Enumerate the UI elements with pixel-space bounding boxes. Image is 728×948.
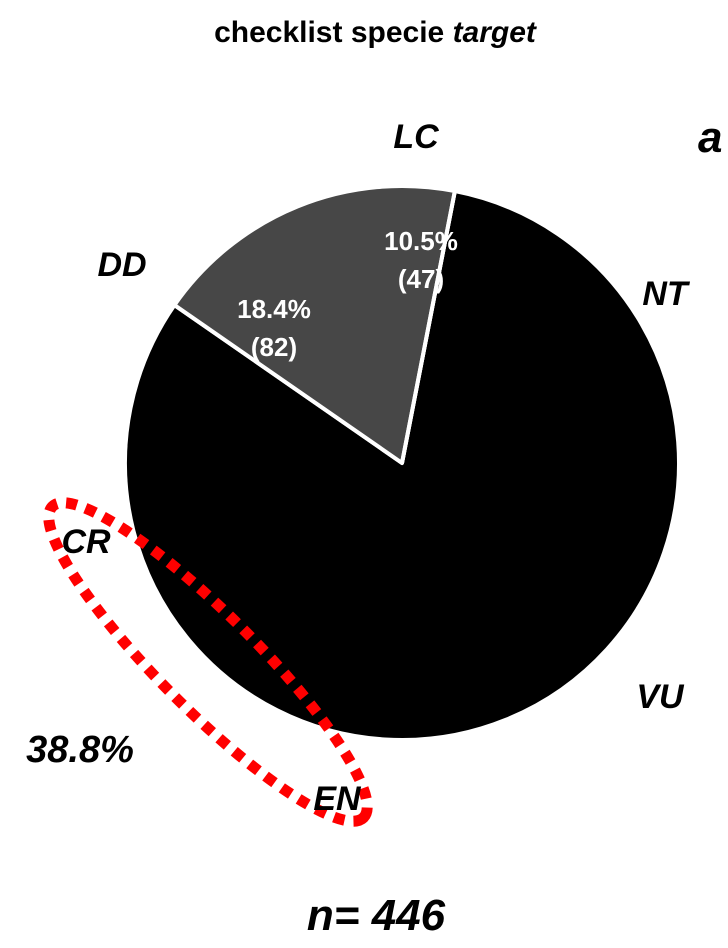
pie-slices bbox=[123, 184, 681, 742]
category-label-vu: VU bbox=[636, 678, 685, 716]
highlight-ellipse bbox=[43, 497, 373, 827]
chart-title-plain: checklist specie bbox=[214, 16, 452, 49]
category-label-lc: LC bbox=[393, 118, 439, 156]
category-label-dd: DD bbox=[97, 246, 146, 284]
sample-size-label: n= 446 bbox=[307, 891, 446, 940]
chart-title: checklist specie target bbox=[214, 16, 538, 49]
data-label-lc-count: (47) bbox=[398, 264, 444, 294]
pie-slice-dd bbox=[172, 184, 457, 465]
category-label-cr: CR bbox=[61, 523, 111, 561]
highlight-percent-label: 38.8% bbox=[26, 729, 134, 771]
data-label-lc-percent: 10.5% bbox=[384, 226, 458, 256]
chart-title-italic: target bbox=[453, 16, 538, 49]
data-label-dd-percent: 18.4% bbox=[237, 294, 311, 324]
slice-divider bbox=[400, 190, 457, 464]
pie-slice-black bbox=[123, 189, 681, 742]
category-label-en: EN bbox=[313, 780, 362, 818]
data-label-dd-count: (82) bbox=[251, 332, 297, 362]
panel-letter: a bbox=[698, 113, 722, 162]
category-label-nt: NT bbox=[642, 275, 691, 313]
